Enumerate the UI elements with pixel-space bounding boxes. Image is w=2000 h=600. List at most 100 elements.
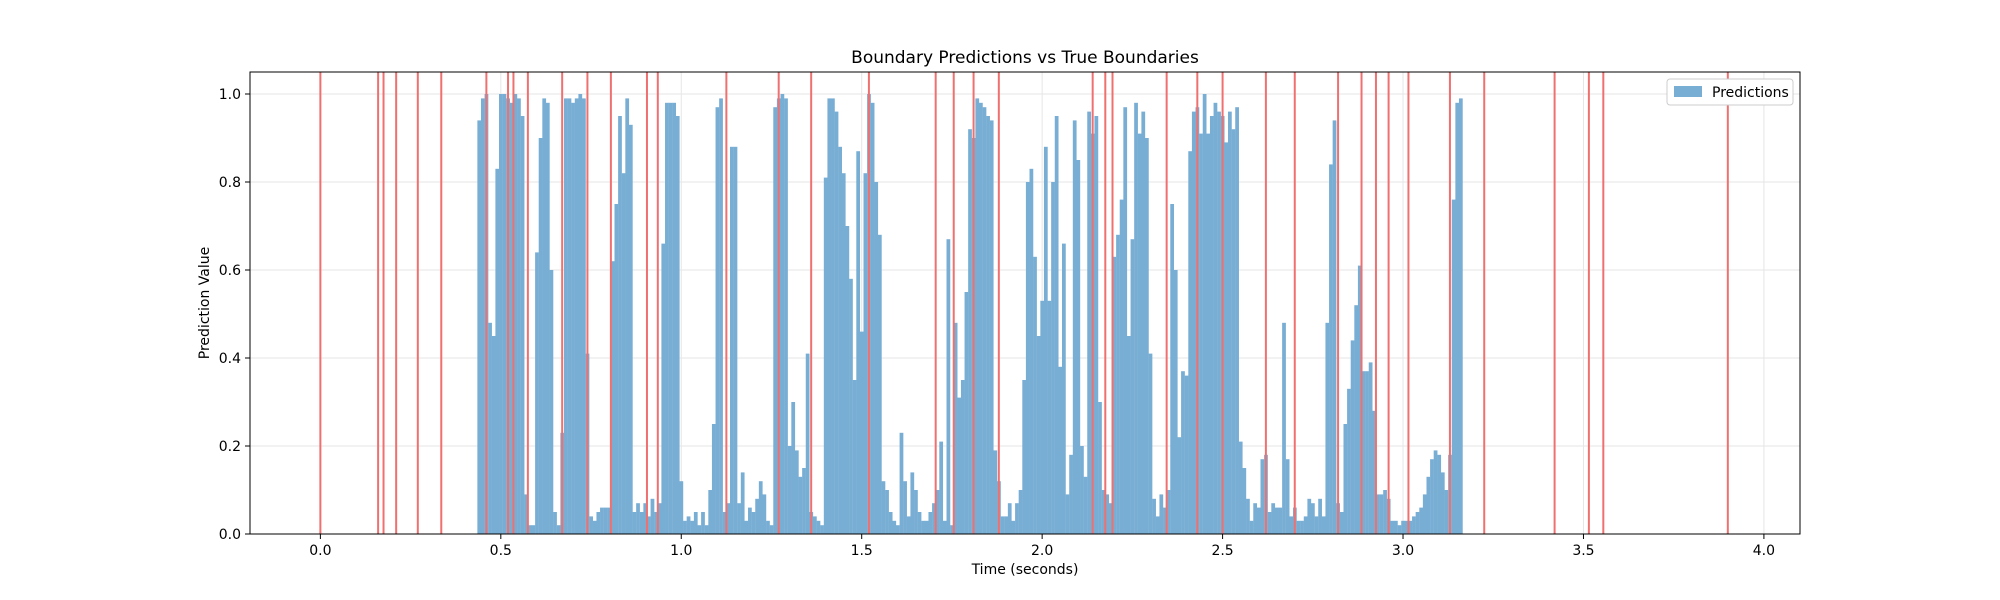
prediction-bar — [1235, 107, 1239, 534]
prediction-bar — [895, 525, 900, 534]
prediction-bar — [722, 512, 727, 534]
prediction-bar — [841, 173, 846, 534]
prediction-bar — [993, 450, 998, 534]
prediction-bar — [1357, 265, 1362, 534]
prediction-bar — [812, 516, 817, 534]
prediction-bar — [1224, 142, 1229, 534]
prediction-bar — [953, 322, 958, 534]
x-tick-label: 0.0 — [309, 543, 331, 559]
prediction-bar — [1271, 503, 1276, 534]
prediction-bar — [870, 102, 875, 535]
prediction-bar — [856, 151, 861, 534]
prediction-bar — [960, 380, 965, 534]
prediction-bar — [711, 424, 716, 534]
prediction-bar — [1228, 111, 1232, 534]
prediction-bar — [1025, 182, 1030, 534]
prediction-bar — [831, 98, 835, 535]
prediction-bar — [1412, 516, 1416, 534]
prediction-bar — [726, 503, 731, 534]
prediction-bar — [762, 494, 767, 534]
prediction-bar — [574, 98, 579, 535]
prediction-bar — [1430, 459, 1434, 534]
prediction-bar — [1134, 102, 1138, 535]
prediction-bar — [874, 182, 879, 534]
legend-label: Predictions — [1712, 85, 1789, 101]
prediction-bar — [665, 102, 669, 535]
prediction-bar — [1311, 503, 1315, 534]
prediction-bar — [632, 512, 637, 534]
prediction-bar — [1069, 454, 1073, 534]
prediction-bar — [509, 102, 514, 535]
x-tick-label: 1.0 — [670, 543, 692, 559]
prediction-bar — [607, 507, 612, 534]
prediction-bar — [737, 503, 741, 534]
prediction-bar — [1379, 494, 1384, 534]
prediction-bar — [1433, 450, 1438, 534]
prediction-bar — [978, 102, 983, 535]
prediction-bar — [1307, 498, 1312, 534]
prediction-bar — [849, 278, 853, 534]
x-tick-label: 0.5 — [490, 543, 512, 559]
prediction-bar — [1455, 102, 1460, 535]
prediction-bar — [639, 512, 644, 534]
prediction-bar — [1152, 498, 1156, 534]
prediction-bar — [968, 129, 972, 534]
prediction-bar — [1390, 520, 1395, 534]
prediction-bar — [675, 116, 680, 534]
prediction-bar — [1072, 120, 1077, 535]
prediction-bar — [885, 490, 889, 534]
x-tick-label: 1.5 — [851, 543, 873, 559]
prediction-bar — [1415, 512, 1420, 534]
prediction-bar — [1112, 256, 1117, 534]
prediction-bar — [1325, 322, 1330, 534]
prediction-bar — [914, 490, 918, 534]
prediction-bar — [888, 512, 893, 534]
prediction-bar — [1065, 494, 1070, 534]
prediction-bar — [668, 102, 673, 535]
prediction-bar — [1419, 507, 1424, 534]
prediction-bar — [950, 525, 954, 534]
x-tick-label: 2.5 — [1211, 543, 1233, 559]
prediction-bar — [690, 520, 695, 534]
y-tick-label: 1.0 — [219, 87, 241, 103]
prediction-bar — [1206, 133, 1211, 534]
prediction-bar — [1029, 168, 1034, 535]
prediction-bar — [1163, 507, 1167, 534]
y-tick-label: 0.6 — [219, 263, 241, 279]
prediction-bar — [1098, 402, 1102, 534]
prediction-bar — [596, 512, 601, 534]
prediction-bar — [686, 516, 691, 534]
prediction-bar — [921, 520, 926, 534]
prediction-bar — [1007, 503, 1012, 534]
prediction-bar — [1015, 503, 1019, 534]
prediction-bar — [693, 512, 698, 534]
x-axis-ticks: 0.0 0.5 1.0 1.5 2.0 2.5 3.0 3.5 4.0 — [309, 534, 1775, 559]
prediction-bar — [1166, 490, 1171, 534]
prediction-bar — [1141, 111, 1146, 534]
prediction-bar — [881, 481, 886, 534]
prediction-bar — [1350, 340, 1355, 534]
prediction-bar — [719, 98, 723, 535]
prediction-bar — [729, 146, 734, 535]
prediction-bar — [1303, 516, 1308, 534]
prediction-bar — [1155, 516, 1160, 534]
prediction-bar — [1058, 366, 1063, 534]
prediction-bar — [780, 94, 785, 534]
prediction-bar — [1314, 516, 1319, 534]
prediction-bar — [975, 98, 980, 535]
prediction-bar — [899, 432, 904, 534]
prediction-bar — [1101, 490, 1106, 534]
prediction-bar — [1199, 133, 1203, 534]
prediction-bar — [1217, 111, 1221, 534]
prediction-bar — [1202, 94, 1207, 534]
prediction-bar — [1321, 516, 1326, 534]
legend-swatch — [1674, 86, 1702, 97]
prediction-bar — [650, 498, 655, 534]
x-tick-label: 2.0 — [1031, 543, 1053, 559]
prediction-bar — [1173, 270, 1178, 534]
prediction-bar — [863, 173, 868, 534]
prediction-bar — [1354, 305, 1359, 534]
prediction-bar — [939, 441, 944, 534]
legend-box — [1666, 78, 1794, 106]
prediction-bar — [646, 516, 651, 534]
